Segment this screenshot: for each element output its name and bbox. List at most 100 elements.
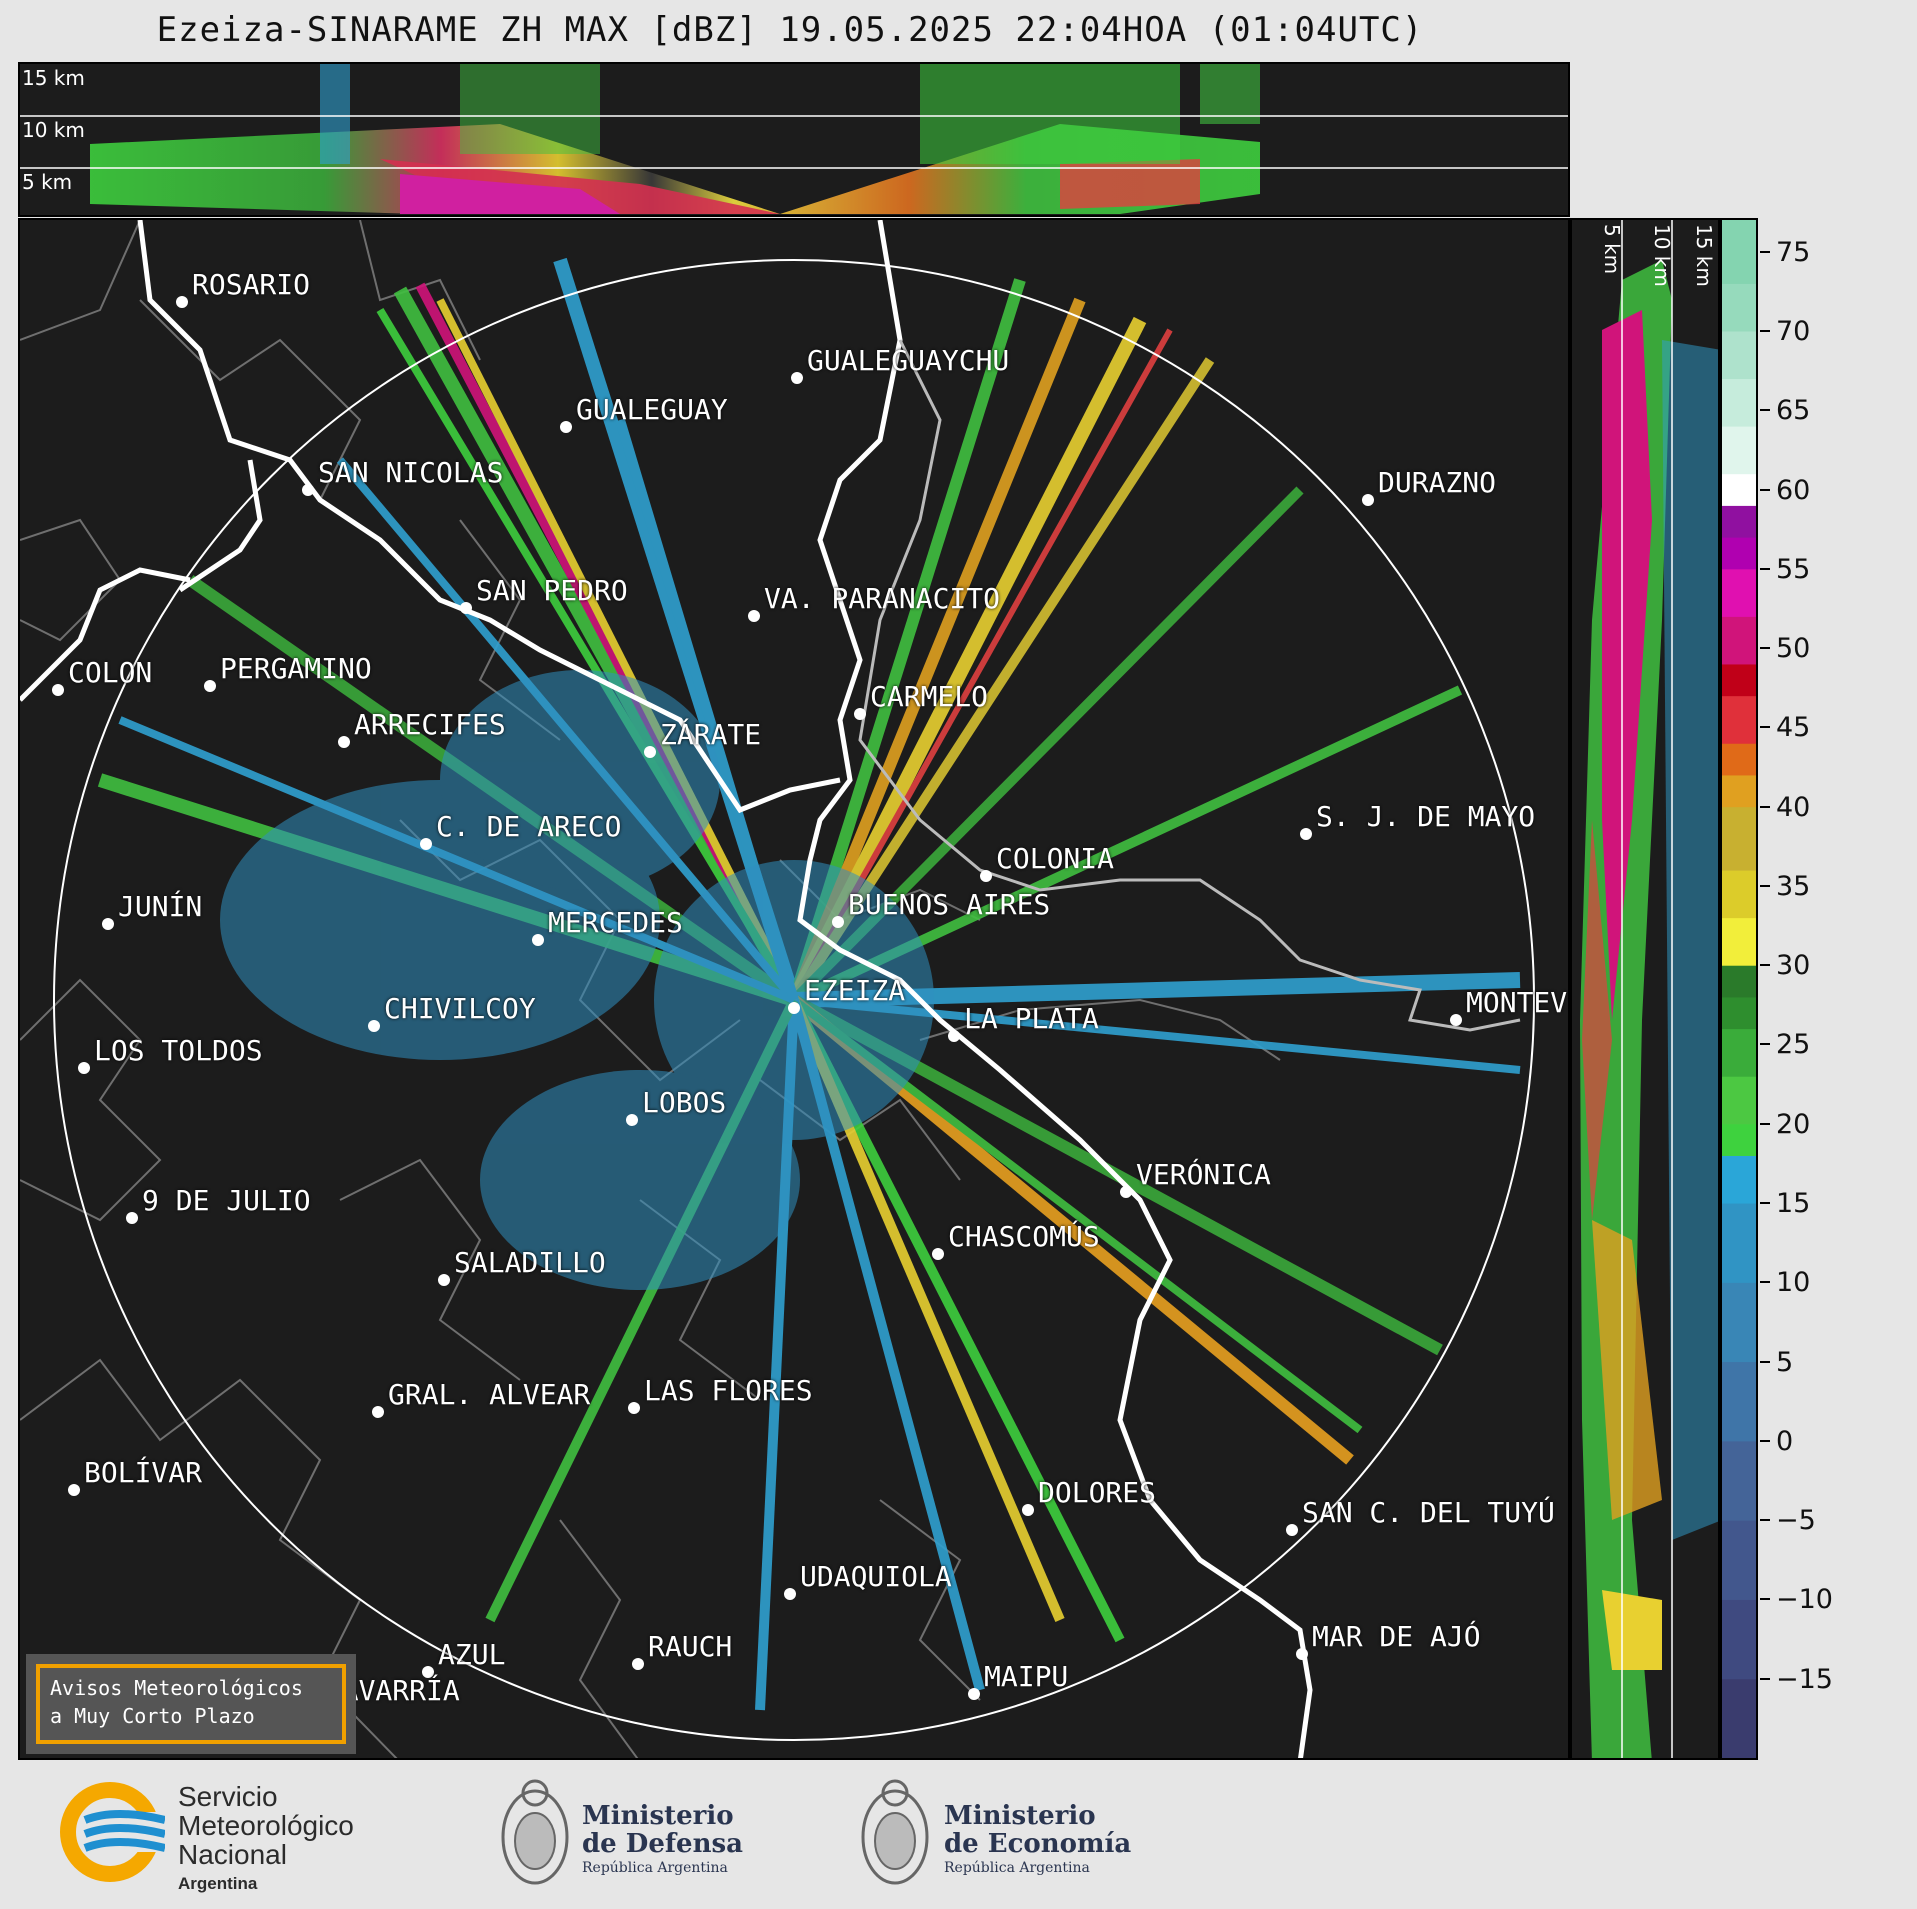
ground-clutter xyxy=(220,670,934,1290)
smn-sub: Argentina xyxy=(178,1874,258,1893)
colorbar-tick-label: 5 xyxy=(1776,1346,1794,1378)
colorbar-tick xyxy=(1760,409,1770,412)
colorbar-tick xyxy=(1760,726,1770,729)
colorbar-band xyxy=(1722,743,1756,776)
city-label: COLONIA xyxy=(996,842,1115,875)
altitude-label-10km: 10 km xyxy=(22,118,85,142)
economia-line-1: Ministerio xyxy=(944,1801,1096,1831)
city-marker xyxy=(68,1484,80,1496)
city-marker xyxy=(438,1274,450,1286)
city-marker xyxy=(1022,1504,1034,1516)
city-marker xyxy=(176,296,188,308)
colorbar-tick-label: 75 xyxy=(1776,236,1811,268)
avisos-box[interactable]: Avisos Meteorológicos a Muy Corto Plazo xyxy=(26,1654,356,1754)
colorbar-tick xyxy=(1760,1598,1770,1601)
colorbar-band xyxy=(1722,616,1756,665)
city-marker xyxy=(338,736,350,748)
city-label: 9 DE JULIO xyxy=(142,1184,311,1217)
city-marker xyxy=(1296,1648,1308,1660)
city-label: PERGAMINO xyxy=(220,652,372,685)
range-ring xyxy=(53,259,1535,1741)
colorbar-band xyxy=(1722,1599,1756,1680)
colorbar-tick-label: 35 xyxy=(1776,870,1811,902)
city-marker xyxy=(532,934,544,946)
city-label: ROSARIO xyxy=(192,268,311,301)
right-altitude-label-15km: 15 km xyxy=(1692,224,1716,287)
colorbar-tick xyxy=(1760,884,1770,887)
altitude-label-15km: 15 km xyxy=(22,66,85,90)
city-marker xyxy=(204,680,216,692)
city-marker xyxy=(788,1002,800,1014)
city-marker xyxy=(1300,828,1312,840)
city-label: RAUCH xyxy=(648,1630,733,1663)
city-label: ARRECIFES xyxy=(354,708,506,741)
colorbar-band xyxy=(1722,1028,1756,1077)
colorbar-band xyxy=(1722,1203,1756,1283)
city-label: DURAZNO xyxy=(1378,466,1497,499)
city-marker xyxy=(854,708,866,720)
defensa-logo-text: Ministerio de Defensa República Argentin… xyxy=(582,1802,743,1878)
colorbar-band xyxy=(1722,870,1756,919)
smn-line-1: Servicio xyxy=(178,1781,278,1812)
city-label: BOLÍVAR xyxy=(84,1456,203,1489)
city-marker xyxy=(460,602,472,614)
avisos-line-1: Avisos Meteorológicos xyxy=(50,1676,303,1700)
smn-line-3: Nacional xyxy=(178,1839,287,1870)
city-label: MONTEV xyxy=(1466,986,1568,1019)
economia-logo-text: Ministerio de Economía República Argenti… xyxy=(944,1802,1131,1878)
city-label: MAIPU xyxy=(984,1660,1069,1693)
city-marker xyxy=(628,1402,640,1414)
colorbar-tick xyxy=(1760,1202,1770,1205)
city-marker xyxy=(644,746,656,758)
city-marker xyxy=(948,1030,960,1042)
city-marker xyxy=(748,610,760,622)
city-marker xyxy=(1120,1186,1132,1198)
city-marker xyxy=(302,484,314,496)
colorbar-band xyxy=(1722,1123,1756,1156)
colorbar-band xyxy=(1722,806,1756,871)
colorbar-band xyxy=(1722,996,1756,1030)
altitude-label-5km: 5 km xyxy=(22,170,73,194)
colorbar-tick xyxy=(1760,647,1770,650)
city-label: EZEIZA xyxy=(804,974,906,1007)
city-label: SAN NICOLAS xyxy=(318,456,504,489)
smn-line-2: Meteorológico xyxy=(178,1810,354,1841)
top-cross-section-panel: 15 km 10 km 5 km xyxy=(18,62,1570,217)
economia-sub: República Argentina xyxy=(944,1860,1090,1876)
city-label: CHASCOMÚS xyxy=(948,1220,1100,1253)
colorbar-tick-label: 0 xyxy=(1776,1425,1794,1457)
colorbar-band xyxy=(1722,1282,1756,1363)
colorbar-band xyxy=(1722,330,1756,380)
city-marker xyxy=(626,1114,638,1126)
city-marker xyxy=(422,1666,434,1678)
colorbar-tick-label: 25 xyxy=(1776,1029,1811,1061)
city-marker xyxy=(126,1212,138,1224)
colorbar-tick-label: 50 xyxy=(1776,633,1811,665)
colorbar-band xyxy=(1722,663,1756,697)
city-label: ZÁRATE xyxy=(660,718,762,751)
colorbar-gradient xyxy=(1722,220,1756,1758)
colorbar-band xyxy=(1722,220,1756,284)
colorbar-tick xyxy=(1760,805,1770,808)
colorbar-band xyxy=(1722,1678,1756,1758)
city-label: GUALEGUAY xyxy=(576,393,728,426)
colorbar-band xyxy=(1722,695,1756,744)
colorbar-tick-label: 60 xyxy=(1776,474,1811,506)
city-label: CHIVILCOY xyxy=(384,992,536,1025)
city-label: MAR DE AJÓ xyxy=(1312,1620,1481,1653)
colorbar-band xyxy=(1722,1520,1756,1600)
colorbar-band xyxy=(1722,965,1756,998)
colorbar-tick-label: 65 xyxy=(1776,395,1811,427)
city-label: C. DE ARECO xyxy=(436,810,622,843)
colorbar-band xyxy=(1722,426,1756,475)
colorbar-tick xyxy=(1760,1677,1770,1680)
right-cross-section xyxy=(1580,220,1718,1758)
city-label: SAN C. DEL TUYÚ xyxy=(1302,1496,1555,1529)
economia-line-2: de Economía xyxy=(944,1829,1132,1859)
colorbar-band xyxy=(1722,568,1756,617)
radar-map-panel: ROSARIO GUALEGUAYCHU GUALEGUAY SAN NICOLAS D… xyxy=(18,218,1570,1760)
city-marker xyxy=(932,1248,944,1260)
colorbar-band xyxy=(1722,1361,1756,1442)
city-marker xyxy=(968,1688,980,1700)
defensa-line-1: Ministerio xyxy=(582,1801,734,1831)
